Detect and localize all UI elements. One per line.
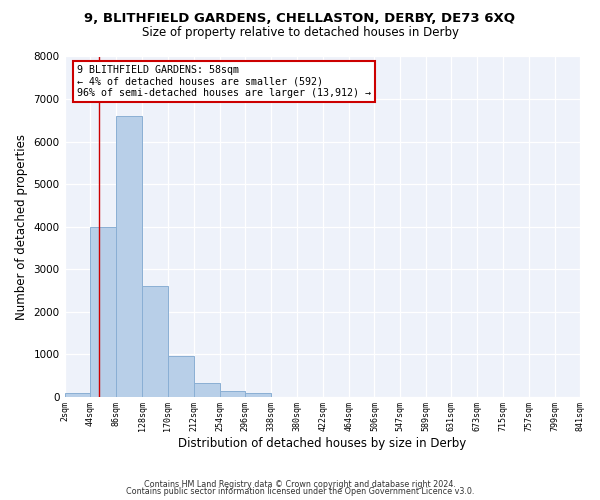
X-axis label: Distribution of detached houses by size in Derby: Distribution of detached houses by size … [178,437,467,450]
Y-axis label: Number of detached properties: Number of detached properties [15,134,28,320]
Bar [168,356,194,397]
Bar [142,286,168,397]
Text: Contains public sector information licensed under the Open Government Licence v3: Contains public sector information licen… [126,487,474,496]
Bar [65,394,91,396]
Text: Size of property relative to detached houses in Derby: Size of property relative to detached ho… [142,26,458,39]
Text: Contains HM Land Registry data © Crown copyright and database right 2024.: Contains HM Land Registry data © Crown c… [144,480,456,489]
Bar [91,226,116,396]
Bar [220,391,245,396]
Bar [194,383,220,396]
Bar [116,116,142,396]
Bar [245,393,271,396]
Text: 9, BLITHFIELD GARDENS, CHELLASTON, DERBY, DE73 6XQ: 9, BLITHFIELD GARDENS, CHELLASTON, DERBY… [85,12,515,26]
Text: 9 BLITHFIELD GARDENS: 58sqm
← 4% of detached houses are smaller (592)
96% of sem: 9 BLITHFIELD GARDENS: 58sqm ← 4% of deta… [77,65,371,98]
